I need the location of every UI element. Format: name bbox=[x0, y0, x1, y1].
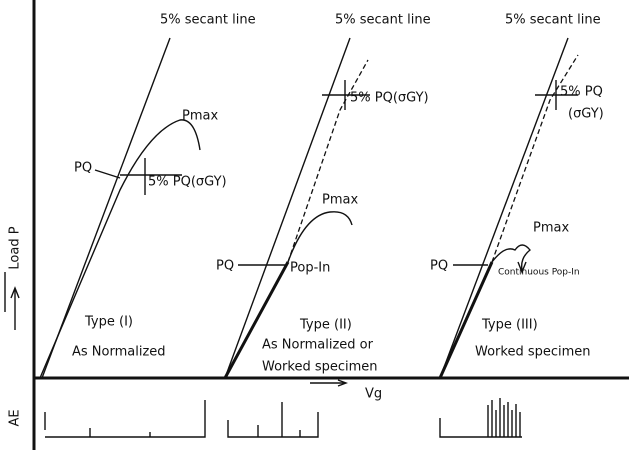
y-arrow bbox=[10, 286, 20, 330]
pq-label: PQ bbox=[74, 161, 92, 176]
desc-label: As Normalized bbox=[72, 345, 166, 360]
pmax-label: Pmax bbox=[182, 109, 218, 124]
vg-arrow bbox=[310, 379, 348, 387]
popin-label: Pop-In bbox=[290, 261, 330, 276]
pq5-label: 5% PQ(σGY) bbox=[350, 91, 429, 106]
type-label: Type (III) bbox=[481, 318, 538, 333]
panel-2 bbox=[223, 37, 370, 379]
y-label: Load P bbox=[8, 226, 23, 269]
pq-label: PQ bbox=[216, 259, 234, 274]
panel-1 bbox=[39, 37, 201, 379]
frame bbox=[4, 0, 629, 450]
pmax-label: Pmax bbox=[533, 221, 569, 236]
secant-label: 5% secant line bbox=[160, 13, 256, 28]
desc-label: Worked specimen bbox=[475, 345, 591, 360]
x-label: Vg bbox=[365, 387, 382, 402]
pq5-label: (σGY) bbox=[568, 107, 604, 122]
desc-label: Worked specimen bbox=[262, 360, 378, 375]
pq-label: PQ bbox=[430, 259, 448, 274]
pq5-label: 5% PQ(σGY) bbox=[148, 175, 227, 190]
ae-traces bbox=[44, 398, 522, 438]
popin-label: Continuous Pop-In bbox=[498, 268, 580, 278]
type-label: Type (I) bbox=[84, 315, 133, 330]
ae-label: AE bbox=[8, 409, 23, 426]
type-label: Type (II) bbox=[299, 318, 352, 333]
pmax-label: Pmax bbox=[322, 193, 358, 208]
panel-3 bbox=[438, 37, 579, 379]
desc-label: As Normalized or bbox=[262, 338, 374, 353]
secant-label: 5% secant line bbox=[505, 13, 601, 28]
secant-label: 5% secant line bbox=[335, 13, 431, 28]
pq5-label: 5% PQ bbox=[560, 85, 603, 100]
